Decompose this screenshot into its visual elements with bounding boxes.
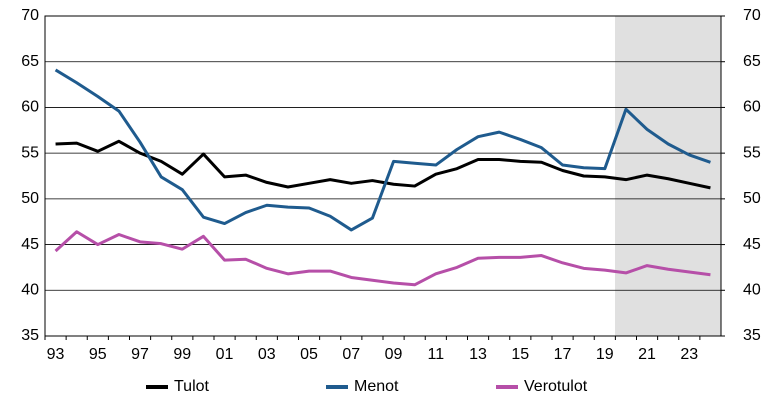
y-tick-label: 55 xyxy=(21,144,39,161)
y-tick-label: 45 xyxy=(21,236,39,253)
x-tick-label: 21 xyxy=(638,346,656,363)
legend-label: Verotulot xyxy=(524,378,588,395)
y2-tick-label: 55 xyxy=(743,144,761,161)
x-tick-label: 19 xyxy=(596,346,614,363)
x-tick-label: 11 xyxy=(428,346,445,363)
x-tick-label: 09 xyxy=(385,346,403,363)
y2-tick-label: 65 xyxy=(743,53,761,70)
x-tick-label: 23 xyxy=(680,346,698,363)
x-tick-label: 07 xyxy=(342,346,360,363)
x-tick-label: 17 xyxy=(554,346,572,363)
y2-tick-label: 60 xyxy=(743,99,761,116)
y2-tick-label: 70 xyxy=(743,7,761,24)
series-line xyxy=(55,139,711,190)
legend-label: Menot xyxy=(354,378,399,395)
x-tick-label: 01 xyxy=(216,346,234,363)
y2-tick-label: 50 xyxy=(743,190,761,207)
x-tick-label: 13 xyxy=(469,346,487,363)
series-line xyxy=(54,230,711,287)
y2-tick-label: 45 xyxy=(743,236,761,253)
forecast-shade xyxy=(615,16,721,336)
y2-tick-label: 40 xyxy=(743,282,761,299)
y-tick-label: 60 xyxy=(21,99,39,116)
y2-tick-label: 35 xyxy=(743,327,761,344)
y-tick-label: 35 xyxy=(21,327,39,344)
series-line xyxy=(54,68,711,232)
x-tick-label: 15 xyxy=(511,346,529,363)
x-tick-label: 03 xyxy=(258,346,276,363)
y-tick-label: 70 xyxy=(21,7,39,24)
y-tick-label: 50 xyxy=(21,190,39,207)
legend-label: Tulot xyxy=(174,378,210,395)
x-tick-label: 95 xyxy=(89,346,107,363)
x-tick-label: 93 xyxy=(47,346,65,363)
x-tick-label: 99 xyxy=(173,346,191,363)
x-tick-label: 97 xyxy=(131,346,149,363)
x-tick-label: 05 xyxy=(300,346,318,363)
y-tick-label: 40 xyxy=(21,282,39,299)
y-tick-label: 65 xyxy=(21,53,39,70)
